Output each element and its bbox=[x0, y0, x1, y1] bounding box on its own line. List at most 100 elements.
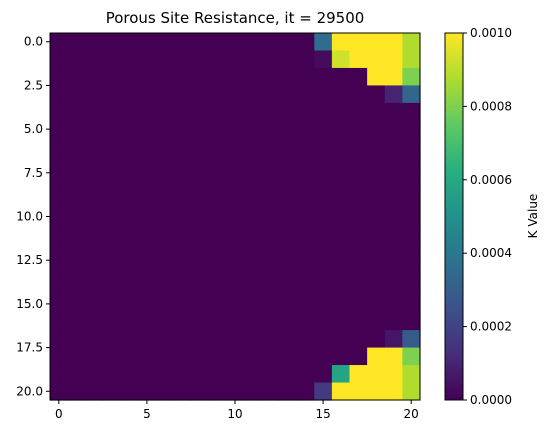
heatmap-cell bbox=[367, 33, 386, 52]
heatmap-cell bbox=[85, 137, 104, 156]
heatmap-cell bbox=[349, 120, 368, 139]
heatmap-cell bbox=[261, 242, 280, 261]
heatmap-cell bbox=[67, 312, 86, 331]
heatmap-cell bbox=[331, 102, 351, 121]
heatmap-cell bbox=[243, 277, 263, 296]
heatmap-cell bbox=[67, 155, 86, 174]
colorbar-tick-label: 0.0002 bbox=[470, 320, 512, 334]
heatmap-cell bbox=[190, 382, 210, 401]
heatmap-cell bbox=[67, 67, 86, 87]
heatmap-cell bbox=[296, 242, 315, 261]
heatmap-cell bbox=[384, 102, 403, 121]
heatmap-cell bbox=[208, 347, 227, 366]
heatmap-cell bbox=[296, 312, 315, 331]
heatmap-cell bbox=[226, 260, 245, 279]
x-tick-label: 15 bbox=[315, 407, 330, 421]
heatmap-cell bbox=[173, 155, 192, 174]
heatmap-cell bbox=[67, 33, 86, 52]
heatmap-cell bbox=[226, 382, 245, 401]
y-axis-ticks: 0.0 2.5 5.0 7.5 10.0 12.5 15.0 17.5 20.0 bbox=[16, 35, 50, 398]
heatmap-cell bbox=[155, 67, 174, 87]
heatmap-cell bbox=[261, 137, 280, 156]
heatmap-cell bbox=[138, 67, 157, 87]
heatmap-cell bbox=[243, 382, 263, 401]
heatmap-cell bbox=[367, 295, 386, 314]
heatmap-cell bbox=[155, 120, 174, 139]
heatmap-cell bbox=[349, 242, 368, 261]
heatmap-cell bbox=[120, 33, 139, 52]
heatmap-cell bbox=[402, 207, 421, 226]
heatmap-cell bbox=[384, 155, 403, 174]
heatmap-cell bbox=[367, 330, 386, 349]
heatmap-cell bbox=[314, 85, 333, 104]
heatmap-cell bbox=[85, 190, 104, 209]
heatmap-cell bbox=[50, 137, 69, 156]
heatmap-cell bbox=[102, 50, 122, 69]
heatmap-cell bbox=[349, 172, 368, 191]
heatmap-cell bbox=[102, 120, 122, 139]
heatmap-cell bbox=[261, 277, 280, 296]
heatmap-cell bbox=[314, 102, 333, 121]
heatmap-cell bbox=[173, 190, 192, 209]
heatmap-cell bbox=[102, 190, 122, 209]
heatmap-cell bbox=[384, 242, 403, 261]
heatmap-cell bbox=[279, 85, 298, 104]
colorbar-tick-label: 0.0010 bbox=[470, 26, 512, 40]
heatmap-cell bbox=[349, 50, 368, 69]
heatmap-cell bbox=[349, 260, 368, 279]
heatmap-cell bbox=[243, 225, 263, 244]
heatmap-cell bbox=[102, 155, 122, 174]
heatmap-cell bbox=[402, 330, 421, 349]
heatmap-cell bbox=[402, 172, 421, 191]
heatmap-cell bbox=[402, 120, 421, 139]
heatmap-cell bbox=[279, 330, 298, 349]
heatmap-cell bbox=[331, 242, 351, 261]
heatmap-cell bbox=[190, 33, 210, 52]
heatmap-cell bbox=[138, 207, 157, 226]
heatmap-cell bbox=[85, 260, 104, 279]
heatmap-cell bbox=[402, 155, 421, 174]
heatmap-cell bbox=[296, 207, 315, 226]
heatmap-cell bbox=[155, 207, 174, 226]
heatmap-cell bbox=[384, 277, 403, 296]
heatmap-cell bbox=[243, 120, 263, 139]
heatmap-cell bbox=[208, 120, 227, 139]
heatmap-cell bbox=[384, 312, 403, 331]
heatmap-cell bbox=[173, 137, 192, 156]
heatmap-cell bbox=[279, 242, 298, 261]
x-tick-label: 0 bbox=[55, 407, 63, 421]
heatmap-cell bbox=[384, 50, 403, 69]
heatmap-cell bbox=[85, 365, 104, 384]
heatmap-cell bbox=[384, 365, 403, 384]
heatmap-cell bbox=[367, 190, 386, 209]
heatmap-cell bbox=[208, 277, 227, 296]
x-tick-label: 20 bbox=[404, 407, 419, 421]
heatmap-cell bbox=[243, 242, 263, 261]
heatmap-cell bbox=[226, 190, 245, 209]
heatmap-cell bbox=[208, 33, 227, 52]
heatmap-cell bbox=[102, 137, 122, 156]
heatmap-cell bbox=[279, 277, 298, 296]
heatmap-cell bbox=[85, 242, 104, 261]
heatmap-cell bbox=[50, 172, 69, 191]
heatmap-cell bbox=[384, 120, 403, 139]
heatmap-cell bbox=[120, 172, 139, 191]
heatmap-cell bbox=[261, 330, 280, 349]
heatmap-cell bbox=[226, 330, 245, 349]
heatmap-cell bbox=[314, 312, 333, 331]
heatmap-cell bbox=[296, 33, 315, 52]
heatmap-cell bbox=[50, 242, 69, 261]
heatmap-cell bbox=[243, 172, 263, 191]
heatmap-cell bbox=[190, 225, 210, 244]
heatmap-cell bbox=[367, 172, 386, 191]
heatmap-cell bbox=[367, 312, 386, 331]
heatmap-cell bbox=[243, 207, 263, 226]
heatmap-cell bbox=[50, 277, 69, 296]
heatmap-cell bbox=[50, 85, 69, 104]
heatmap-cell bbox=[331, 277, 351, 296]
y-tick-label: 7.5 bbox=[24, 166, 43, 180]
heatmap-cell bbox=[296, 330, 315, 349]
heatmap-cell bbox=[102, 85, 122, 104]
heatmap-cell bbox=[402, 85, 421, 104]
heatmap-cell bbox=[314, 277, 333, 296]
